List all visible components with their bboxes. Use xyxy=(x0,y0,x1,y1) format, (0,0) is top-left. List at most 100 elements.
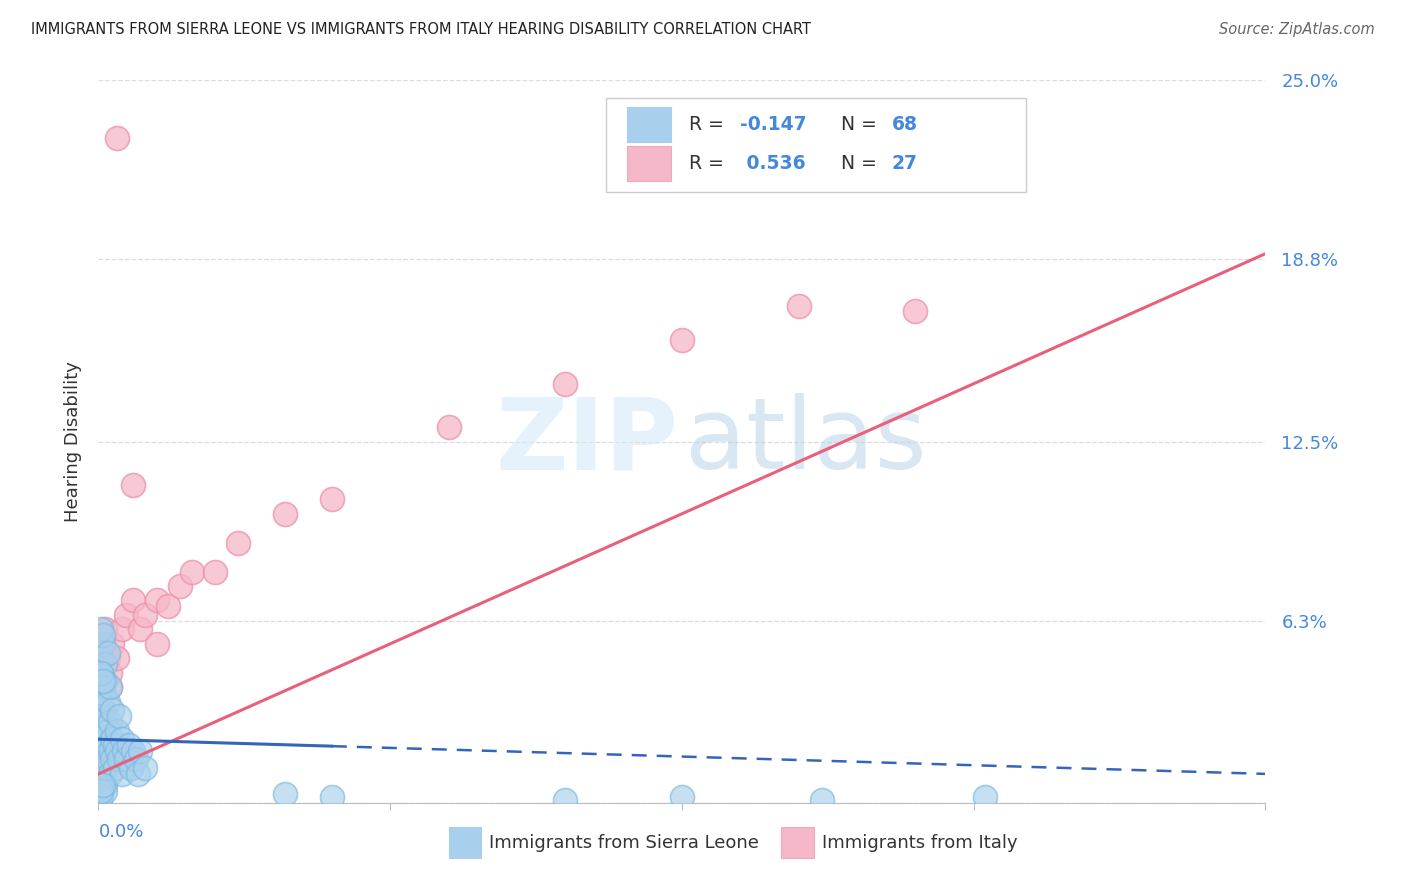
Text: R =: R = xyxy=(689,153,730,173)
Point xyxy=(105,651,128,665)
Point xyxy=(111,732,134,747)
Point xyxy=(90,772,112,787)
Point xyxy=(904,304,927,318)
Point xyxy=(811,793,834,807)
Point xyxy=(90,761,112,775)
FancyBboxPatch shape xyxy=(627,107,672,142)
Point xyxy=(122,478,145,492)
Point xyxy=(146,637,169,651)
Point xyxy=(97,646,120,660)
Point xyxy=(94,709,117,723)
Point xyxy=(94,779,117,793)
Point xyxy=(101,752,124,766)
Point xyxy=(105,744,128,758)
Text: IMMIGRANTS FROM SIERRA LEONE VS IMMIGRANTS FROM ITALY HEARING DISABILITY CORRELA: IMMIGRANTS FROM SIERRA LEONE VS IMMIGRAN… xyxy=(31,22,811,37)
Point xyxy=(101,637,124,651)
Point xyxy=(101,703,124,717)
Point xyxy=(104,738,127,752)
FancyBboxPatch shape xyxy=(627,146,672,181)
Point xyxy=(146,593,169,607)
Text: R =: R = xyxy=(689,115,730,134)
Point xyxy=(97,752,120,766)
Point xyxy=(112,744,135,758)
Point xyxy=(90,723,112,738)
Point xyxy=(90,623,112,637)
Point xyxy=(98,767,121,781)
Point xyxy=(97,651,120,665)
Point xyxy=(105,131,128,145)
Point xyxy=(108,709,131,723)
Point xyxy=(90,665,112,680)
Point xyxy=(98,665,121,680)
Text: atlas: atlas xyxy=(685,393,927,490)
Point xyxy=(91,674,114,689)
Point xyxy=(321,492,343,507)
Point xyxy=(90,695,112,709)
Point xyxy=(91,637,114,651)
Point xyxy=(97,723,120,738)
Text: ZIP: ZIP xyxy=(495,393,679,490)
Point xyxy=(671,334,693,348)
Point xyxy=(671,790,693,805)
Point xyxy=(98,680,121,694)
Point xyxy=(91,703,114,717)
FancyBboxPatch shape xyxy=(449,828,481,858)
Point xyxy=(134,761,156,775)
Point xyxy=(437,420,460,434)
Point xyxy=(115,752,138,766)
Point xyxy=(90,732,112,747)
Point xyxy=(111,623,134,637)
Point xyxy=(91,714,114,729)
Point xyxy=(169,579,191,593)
Point xyxy=(98,680,121,694)
Point xyxy=(91,767,114,781)
Point xyxy=(98,744,121,758)
Point xyxy=(787,299,810,313)
Text: 0.536: 0.536 xyxy=(741,153,806,173)
Text: 27: 27 xyxy=(891,153,918,173)
Point xyxy=(127,767,149,781)
Point xyxy=(90,752,112,766)
Point xyxy=(180,565,202,579)
Point xyxy=(98,714,121,729)
Text: N =: N = xyxy=(841,115,883,134)
Point xyxy=(157,599,180,614)
Point xyxy=(90,790,112,805)
Point xyxy=(134,607,156,622)
Text: 68: 68 xyxy=(891,115,918,134)
Point xyxy=(94,744,117,758)
Point xyxy=(204,565,226,579)
Point xyxy=(94,623,117,637)
Point xyxy=(90,651,112,665)
Point xyxy=(91,628,114,642)
Text: 0.0%: 0.0% xyxy=(98,823,143,841)
Text: Source: ZipAtlas.com: Source: ZipAtlas.com xyxy=(1219,22,1375,37)
Point xyxy=(101,732,124,747)
Point xyxy=(91,779,114,793)
Point xyxy=(122,744,145,758)
Point xyxy=(97,695,120,709)
Point xyxy=(554,793,576,807)
Point xyxy=(228,535,250,549)
Point xyxy=(120,761,142,775)
Point xyxy=(90,744,112,758)
Point xyxy=(90,709,112,723)
Point xyxy=(91,686,114,700)
Text: -0.147: -0.147 xyxy=(741,115,807,134)
Point xyxy=(129,623,152,637)
Point xyxy=(94,674,117,689)
Point xyxy=(118,738,141,752)
Point xyxy=(104,761,127,775)
Point xyxy=(91,726,114,740)
FancyBboxPatch shape xyxy=(782,828,814,858)
Point xyxy=(97,738,120,752)
Text: Immigrants from Sierra Leone: Immigrants from Sierra Leone xyxy=(489,833,759,852)
Point xyxy=(321,790,343,805)
FancyBboxPatch shape xyxy=(606,98,1026,193)
Point xyxy=(91,749,114,764)
Point xyxy=(554,376,576,391)
Point xyxy=(274,787,297,801)
Point xyxy=(94,784,117,798)
Point xyxy=(974,790,997,805)
Point xyxy=(122,593,145,607)
